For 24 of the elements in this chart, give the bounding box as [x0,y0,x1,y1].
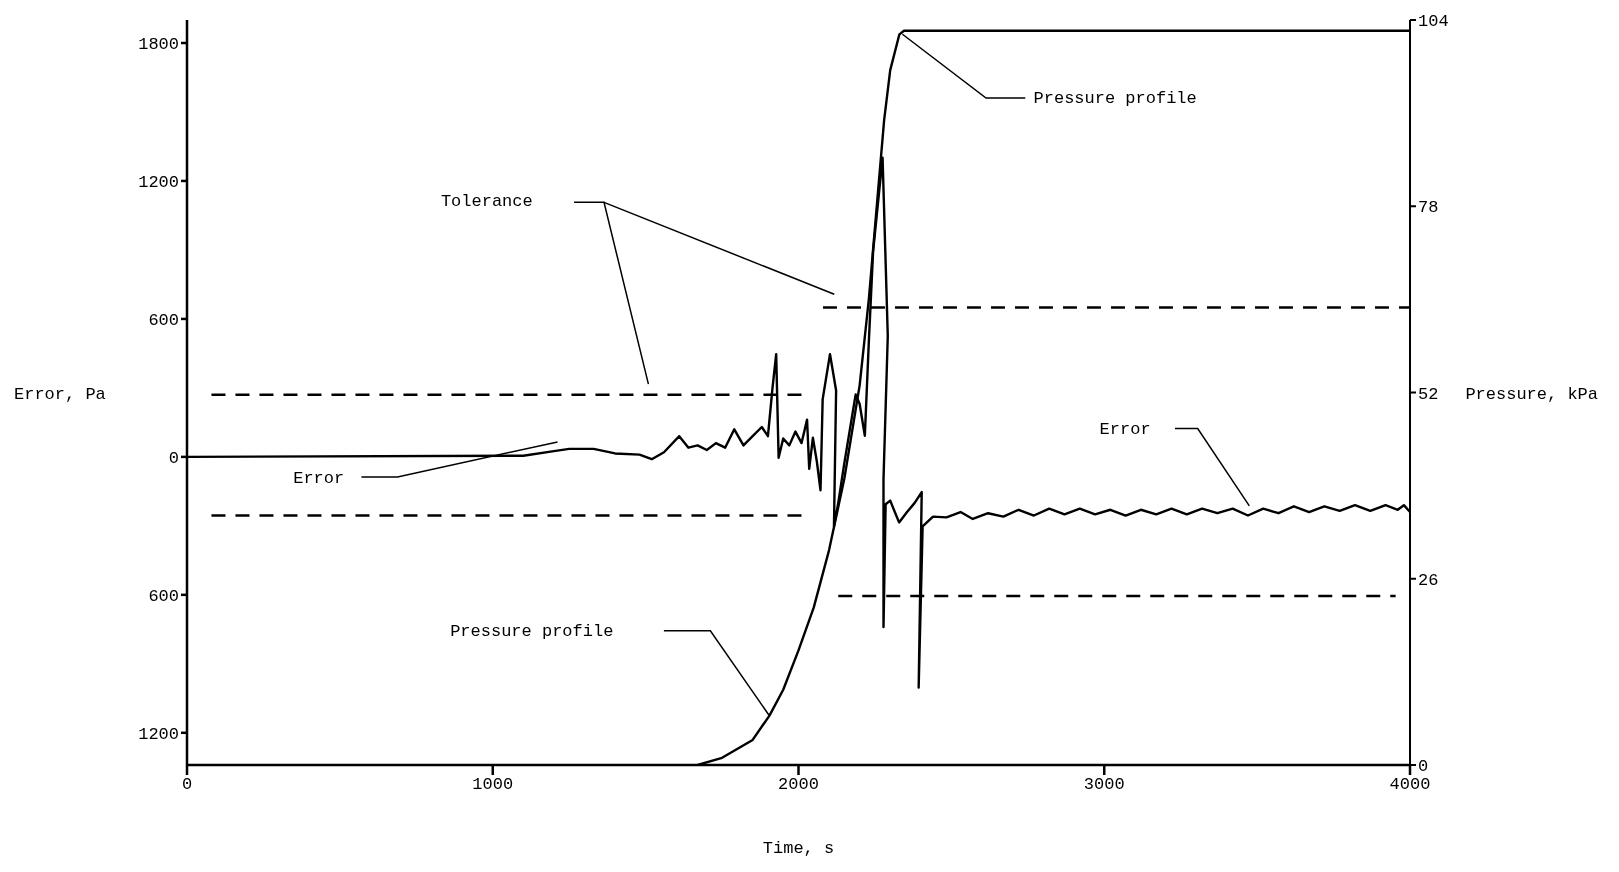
y2-tick-label: 104 [1418,12,1449,32]
annotation: Error [293,469,345,489]
annotation: Pressure profile [450,621,614,641]
y-tick-label: 1200 [138,724,179,744]
x-axis-title: Time, s [762,839,835,858]
annotation: Tolerance [440,192,533,212]
y2-axis-title: Pressure, kPa [1465,384,1598,404]
x-tick-label: 1000 [472,775,514,795]
y-tick-label: 1800 [138,35,179,55]
annotation: Error [1099,420,1151,440]
x-tick-label: 4000 [1389,775,1431,795]
y2-tick-label: 78 [1418,198,1439,218]
x-tick-label: 3000 [1083,775,1125,795]
y-tick-label: 600 [148,586,179,606]
y-tick-label: 1200 [138,172,179,192]
y2-tick-label: 52 [1418,384,1439,404]
y-tick-label: 0 [168,448,179,468]
y2-tick-label: 26 [1418,570,1439,590]
x-tick-label: 0 [181,775,193,795]
y-axis-title: Error, Pa [14,384,106,404]
y2-tick-label: 0 [1418,757,1429,777]
y-tick-label: 600 [148,310,179,330]
annotation: Pressure profile [1033,89,1197,109]
x-tick-label: 2000 [778,775,819,795]
